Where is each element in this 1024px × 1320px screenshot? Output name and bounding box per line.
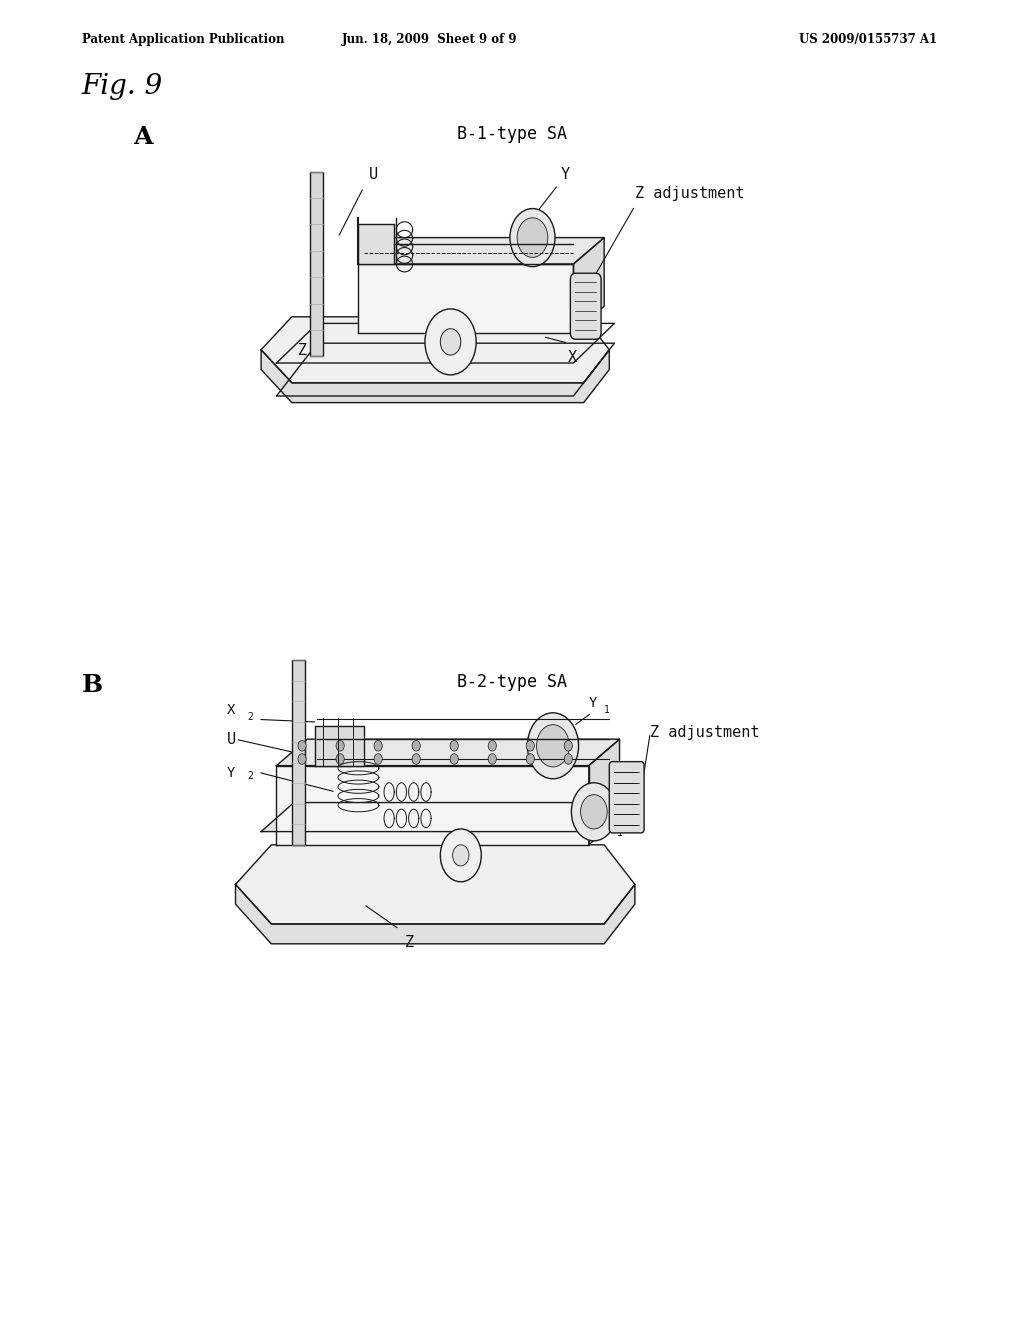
Text: B: B <box>82 673 103 697</box>
Polygon shape <box>276 766 589 845</box>
Polygon shape <box>315 726 364 766</box>
Text: 1: 1 <box>604 705 610 715</box>
Polygon shape <box>573 238 604 333</box>
Circle shape <box>564 754 572 764</box>
Text: Y: Y <box>589 696 597 710</box>
Polygon shape <box>276 739 620 766</box>
Circle shape <box>440 829 481 882</box>
Text: Fig. 9: Fig. 9 <box>82 73 163 99</box>
Text: US 2009/0155737 A1: US 2009/0155737 A1 <box>799 33 937 46</box>
Text: 2: 2 <box>248 711 254 722</box>
Polygon shape <box>261 350 609 403</box>
Text: Z: Z <box>406 935 414 949</box>
Polygon shape <box>261 317 609 383</box>
Text: B-2-type SA: B-2-type SA <box>457 673 567 692</box>
Polygon shape <box>589 739 620 845</box>
Circle shape <box>451 754 459 764</box>
Circle shape <box>571 783 616 841</box>
FancyBboxPatch shape <box>310 172 323 356</box>
Circle shape <box>488 754 497 764</box>
Circle shape <box>412 754 420 764</box>
Text: 1: 1 <box>616 828 623 838</box>
Circle shape <box>298 741 306 751</box>
Text: Z adjustment: Z adjustment <box>635 186 744 201</box>
Circle shape <box>440 329 461 355</box>
Text: Y: Y <box>561 168 569 182</box>
Text: U: U <box>370 168 378 182</box>
Polygon shape <box>236 845 635 924</box>
Circle shape <box>488 741 497 751</box>
Polygon shape <box>358 264 573 333</box>
Circle shape <box>517 218 548 257</box>
Circle shape <box>298 754 306 764</box>
Circle shape <box>527 713 579 779</box>
Text: U: U <box>226 731 236 747</box>
Text: X: X <box>568 350 578 364</box>
Text: B-1-type SA: B-1-type SA <box>457 125 567 144</box>
Polygon shape <box>358 224 394 264</box>
Polygon shape <box>358 238 604 264</box>
Circle shape <box>453 845 469 866</box>
Text: X: X <box>604 821 612 836</box>
Text: X: X <box>227 702 236 717</box>
FancyBboxPatch shape <box>292 660 305 845</box>
Circle shape <box>581 795 607 829</box>
Circle shape <box>412 741 420 751</box>
Text: A: A <box>133 125 153 149</box>
Circle shape <box>336 754 344 764</box>
Text: Z adjustment: Z adjustment <box>650 725 760 741</box>
Circle shape <box>526 754 535 764</box>
Circle shape <box>537 725 569 767</box>
Polygon shape <box>236 884 635 944</box>
Text: Patent Application Publication: Patent Application Publication <box>82 33 285 46</box>
Circle shape <box>374 741 382 751</box>
Circle shape <box>336 741 344 751</box>
FancyBboxPatch shape <box>570 273 601 339</box>
Circle shape <box>526 741 535 751</box>
Circle shape <box>510 209 555 267</box>
Circle shape <box>451 741 459 751</box>
Circle shape <box>425 309 476 375</box>
Text: Z: Z <box>298 343 306 358</box>
FancyBboxPatch shape <box>609 762 644 833</box>
Polygon shape <box>261 803 637 832</box>
Circle shape <box>374 754 382 764</box>
Text: Y: Y <box>227 766 236 780</box>
Text: 2: 2 <box>248 771 254 781</box>
Text: Jun. 18, 2009  Sheet 9 of 9: Jun. 18, 2009 Sheet 9 of 9 <box>342 33 518 46</box>
Circle shape <box>564 741 572 751</box>
